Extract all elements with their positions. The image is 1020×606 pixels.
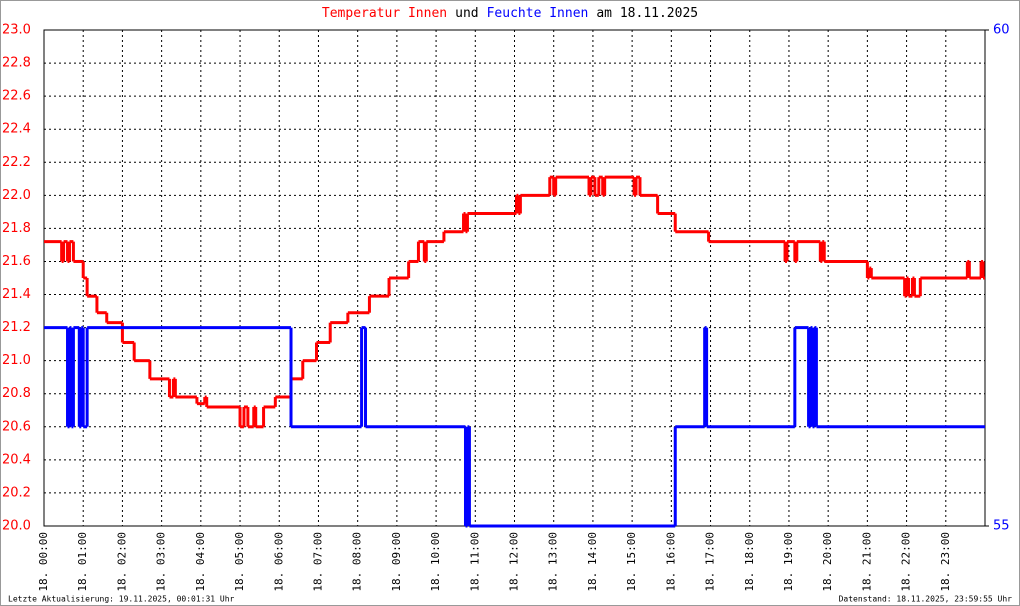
x-tick-label: 18. 17:00 (704, 532, 717, 592)
y2-tick-label: 60 (993, 23, 1010, 38)
x-tick-label: 18. 04:00 (194, 532, 207, 592)
x-tick-label: 18. 22:00 (900, 532, 913, 592)
title-part: und (455, 6, 478, 21)
y-tick-label: 20.8 (2, 386, 31, 401)
x-tick-label: 18. 05:00 (233, 532, 246, 592)
y-tick-label: 21.0 (2, 353, 31, 368)
x-tick-label: 18. 14:00 (586, 532, 599, 592)
y-tick-label: 21.8 (2, 221, 31, 236)
y-tick-label: 22.8 (2, 56, 31, 71)
title-part: Temperatur Innen (322, 6, 447, 21)
x-tick-label: 18. 15:00 (625, 532, 638, 592)
y-tick-label: 20.0 (2, 519, 31, 534)
y-tick-label: 22.4 (2, 122, 31, 137)
y-tick-label: 23.0 (2, 23, 31, 38)
y-tick-label: 21.4 (2, 287, 31, 302)
y-tick-label: 20.4 (2, 452, 31, 467)
x-tick-label: 18. 08:00 (351, 532, 364, 592)
x-tick-label: 18. 02:00 (115, 532, 128, 592)
x-tick-label: 18. 20:00 (821, 532, 834, 592)
footer-right: Datenstand: 18.11.2025, 23:59:55 Uhr (839, 595, 1013, 604)
x-tick-label: 18. 23:00 (939, 532, 952, 592)
footer-left: Letzte Aktualisierung: 19.11.2025, 00:01… (8, 595, 235, 604)
x-tick-label: 18. 03:00 (155, 532, 168, 592)
y-tick-label: 21.2 (2, 320, 31, 335)
x-tick-label: 18. 13:00 (547, 532, 560, 592)
x-tick-label: 18. 07:00 (311, 532, 324, 592)
x-tick-label: 18. 16:00 (664, 532, 677, 592)
x-tick-label: 18. 09:00 (390, 532, 403, 592)
x-tick-label: 18. 01:00 (76, 532, 89, 592)
y-tick-label: 22.2 (2, 155, 31, 170)
y-tick-label: 22.0 (2, 188, 31, 203)
x-tick-label: 18. 11:00 (468, 532, 481, 592)
title-part: Feuchte Innen (487, 6, 589, 21)
x-tick-label: 18. 06:00 (272, 532, 285, 592)
y-tick-label: 21.6 (2, 254, 31, 269)
x-tick-label: 18. 18:00 (743, 532, 756, 592)
y-tick-label: 20.2 (2, 485, 31, 500)
x-tick-label: 18. 10:00 (429, 532, 442, 592)
x-tick-label: 18. 21:00 (860, 532, 873, 592)
y-tick-label: 22.6 (2, 89, 31, 104)
title-part: am 18.11.2025 (596, 6, 698, 21)
x-tick-label: 18. 00:00 (37, 532, 50, 592)
y-tick-label: 20.6 (2, 419, 31, 434)
y2-tick-label: 55 (993, 519, 1010, 534)
x-tick-label: 18. 19:00 (782, 532, 795, 592)
chart-title: Temperatur Innen und Feuchte Innen am 18.11… (322, 6, 698, 21)
x-tick-label: 18. 12:00 (508, 532, 521, 592)
